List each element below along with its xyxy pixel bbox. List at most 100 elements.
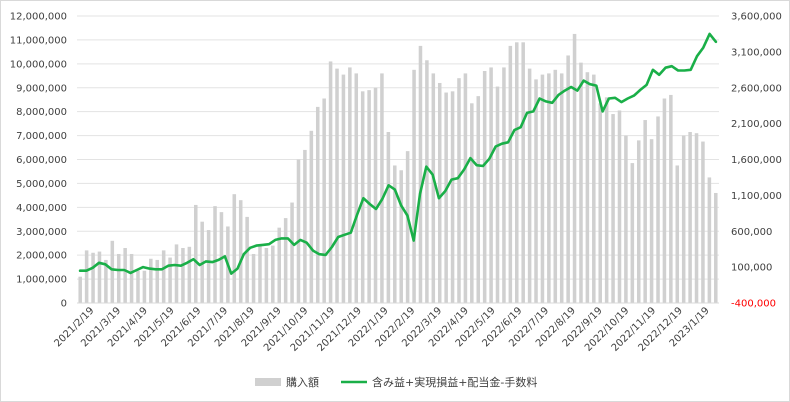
bar	[277, 227, 281, 303]
bar	[155, 259, 160, 303]
bar	[559, 73, 564, 304]
right-tick-label: 3,100,000	[731, 47, 782, 58]
bar	[110, 240, 115, 303]
x-axis: 2021/2/192021/3/192021/4/192021/5/192021…	[52, 305, 711, 354]
bar-series	[78, 33, 718, 304]
right-tick-label: 1,600,000	[731, 155, 782, 166]
right-tick-label: 2,600,000	[731, 83, 782, 94]
right-tick-label: 600,000	[731, 227, 772, 238]
bar	[84, 250, 89, 303]
bar	[187, 246, 192, 303]
bar	[367, 90, 371, 304]
bar	[470, 103, 474, 303]
bar	[502, 67, 506, 303]
bar	[598, 103, 602, 303]
bar	[547, 73, 551, 304]
bar	[194, 204, 198, 303]
bar	[116, 253, 121, 303]
bar	[617, 110, 622, 304]
bar	[206, 230, 211, 303]
left-tick-label: 10,000,000	[10, 59, 67, 70]
bar	[527, 68, 532, 303]
gridlines	[77, 15, 719, 304]
bar	[322, 98, 326, 303]
bar	[97, 251, 102, 303]
bar	[534, 79, 538, 303]
bar	[78, 276, 82, 303]
bar	[701, 141, 705, 303]
bar	[149, 258, 153, 303]
left-axis: 0 1,000,000 2,000,000 3,000,000 4,000,000 5,0…	[10, 12, 67, 310]
bar	[296, 159, 301, 303]
left-tick-label: 1,000,000	[16, 275, 67, 286]
bar	[649, 139, 654, 303]
bar	[373, 87, 378, 303]
bar	[91, 252, 95, 303]
bar	[213, 206, 217, 303]
bar	[315, 106, 320, 303]
bar	[662, 98, 667, 303]
right-tick-label: 3,600,000	[731, 12, 782, 23]
bar	[303, 149, 307, 303]
bar	[283, 218, 288, 303]
bar	[656, 116, 660, 303]
bar	[572, 33, 577, 303]
bar	[399, 170, 403, 303]
bar	[412, 69, 416, 303]
bar	[136, 270, 140, 303]
left-tick-label: 5,000,000	[16, 179, 67, 190]
bar	[463, 73, 468, 304]
bar	[123, 247, 127, 303]
left-tick-label: 8,000,000	[16, 107, 67, 118]
left-tick-label: 6,000,000	[16, 155, 67, 166]
bar	[675, 165, 680, 303]
right-tick-label: -400,000	[731, 299, 776, 310]
bar	[630, 163, 635, 303]
bar	[636, 140, 641, 303]
legend-swatch-bar	[255, 378, 281, 386]
bar	[489, 67, 493, 303]
bar	[707, 177, 712, 303]
bar	[643, 120, 647, 303]
bar	[688, 131, 692, 303]
bar	[521, 42, 525, 303]
bar	[585, 72, 590, 304]
bar	[495, 86, 500, 303]
bar	[142, 270, 147, 303]
legend-label-line: 含み益+実現損益+配当金-手数料	[372, 375, 537, 389]
bar	[341, 74, 346, 304]
bar	[669, 94, 673, 303]
bar	[425, 60, 429, 303]
line-series	[78, 32, 718, 275]
left-tick-label: 11,000,000	[10, 35, 67, 46]
bar	[450, 91, 455, 304]
bar	[271, 245, 275, 303]
right-tick-label: 2,100,000	[731, 119, 782, 130]
bar	[482, 71, 487, 303]
bar	[181, 247, 185, 303]
bar	[168, 257, 172, 303]
bar	[309, 130, 314, 303]
bar	[354, 73, 359, 304]
right-tick-label: 1,100,000	[731, 191, 782, 202]
bar	[290, 202, 294, 303]
bar	[566, 55, 570, 304]
bar	[437, 82, 442, 303]
left-tick-label: 4,000,000	[16, 203, 67, 214]
bar	[348, 67, 352, 303]
bar	[238, 200, 243, 303]
bar	[681, 135, 686, 303]
bar	[592, 74, 596, 304]
bar	[129, 253, 134, 303]
bar	[540, 74, 545, 304]
bar	[444, 92, 448, 304]
bar	[393, 165, 397, 303]
bar	[624, 135, 628, 303]
bar	[418, 45, 423, 303]
bar	[694, 133, 699, 303]
bar	[386, 131, 391, 303]
right-axis: -400,000 100,000 600,000 1,100,000 1,600,000…	[731, 12, 782, 310]
bar	[457, 78, 461, 303]
